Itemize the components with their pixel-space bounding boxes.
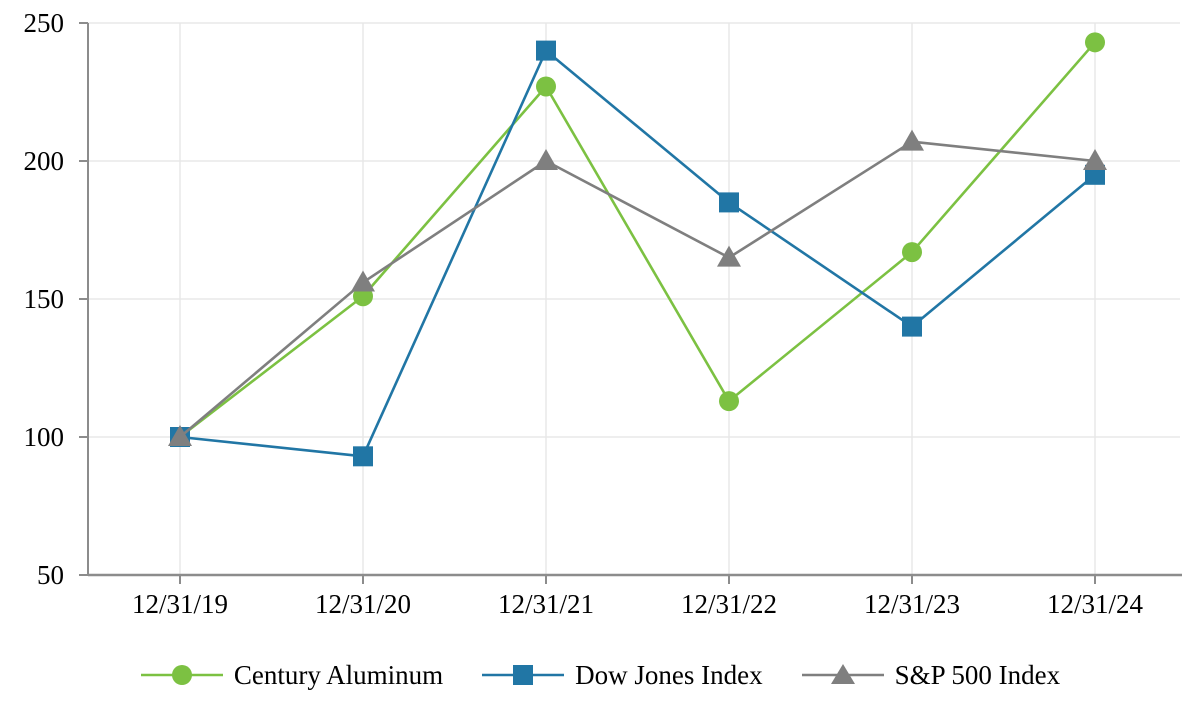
dow-jones-index-legend-marker-icon (482, 665, 565, 685)
s-p-500-index-marker (900, 129, 924, 151)
dow-jones-index-marker (536, 40, 556, 61)
legend-label-century-aluminum: Century Aluminum (233, 659, 444, 690)
legend-label-s-p-500-index: S&P 500 Index (894, 659, 1061, 690)
x-axis-tick-label: 12/31/23 (864, 589, 960, 619)
dow-jones-index-marker (719, 192, 739, 213)
s-p-500-index-marker (351, 270, 375, 292)
century-aluminum-marker (1085, 32, 1105, 53)
century-aluminum-line (179, 41, 1096, 439)
s-p-500-index-marker (1083, 149, 1107, 170)
x-axis-tick-label: 12/31/21 (498, 589, 594, 619)
legend-label-dow-jones-index: Dow Jones Index (575, 659, 763, 690)
y-axis-tick-label: 50 (37, 560, 64, 590)
s-p-500-index-legend-marker-icon (801, 664, 884, 684)
century-aluminum-marker (536, 76, 556, 97)
legend-item-century-aluminum: Century Aluminum (140, 659, 444, 690)
s-p-500-index-line (179, 140, 1096, 438)
x-axis-tick-label: 12/31/19 (132, 589, 228, 619)
y-axis-tick-label: 100 (24, 422, 65, 452)
century-aluminum-marker (902, 242, 922, 263)
century-aluminum-marker (719, 391, 739, 412)
chart-legend: Century Aluminum Dow Jones Index S&P 500 I… (0, 650, 1200, 700)
s-p-500-index-marker (534, 149, 558, 170)
century-aluminum-legend-marker-icon (140, 665, 223, 685)
x-axis-tick-label: 12/31/24 (1047, 589, 1144, 619)
dow-jones-index-line (179, 49, 1096, 458)
y-axis-tick-label: 200 (24, 146, 65, 176)
line-chart-canvas: 50 100 150 200 250 12/31/19 12/31/20 12/31/21 12… (24, 8, 1182, 619)
y-axis-tick-label: 150 (24, 284, 65, 314)
legend-item-s-p-500-index: S&P 500 Index (801, 659, 1061, 690)
dow-jones-index-marker (902, 316, 922, 337)
x-axis-tick-label: 12/31/20 (315, 589, 411, 619)
x-axis-tick-label: 12/31/22 (681, 589, 777, 619)
y-axis-tick-label: 250 (24, 8, 65, 38)
dow-jones-index-marker (353, 446, 373, 467)
s-p-500-index-marker (168, 425, 192, 446)
legend-item-dow-jones-index: Dow Jones Index (481, 659, 763, 690)
s-p-500-index-marker (717, 245, 741, 267)
